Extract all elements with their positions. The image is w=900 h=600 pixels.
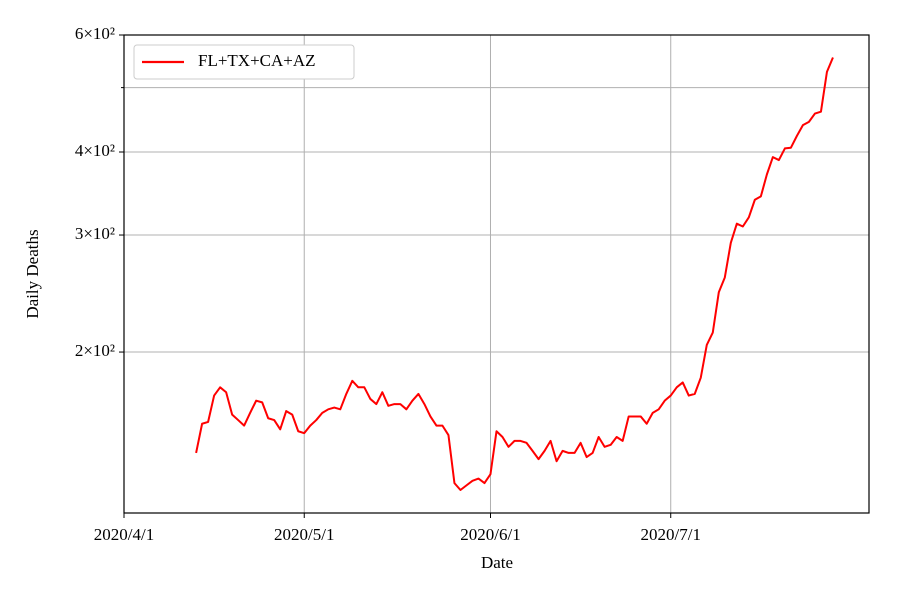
plot-frame [123, 34, 870, 514]
legend-label: FL+TX+CA+AZ [198, 51, 316, 70]
x-tick-label: 2020/5/1 [274, 525, 334, 544]
x-tick-label: 2020/7/1 [641, 525, 701, 544]
y-tick-label: 4×10² [75, 141, 115, 160]
y-tick-label: 2×10² [75, 341, 115, 360]
y-tick-label: 3×10² [75, 224, 115, 243]
x-tick-label: 2020/6/1 [460, 525, 520, 544]
y-tick-label: 6×10² [75, 24, 115, 43]
x-tick-label: 2020/4/1 [94, 525, 154, 544]
legend-box [133, 44, 355, 80]
x-axis-label: Date [481, 553, 513, 572]
line-series [195, 57, 834, 491]
y-axis-label: Daily Deaths [23, 229, 42, 318]
